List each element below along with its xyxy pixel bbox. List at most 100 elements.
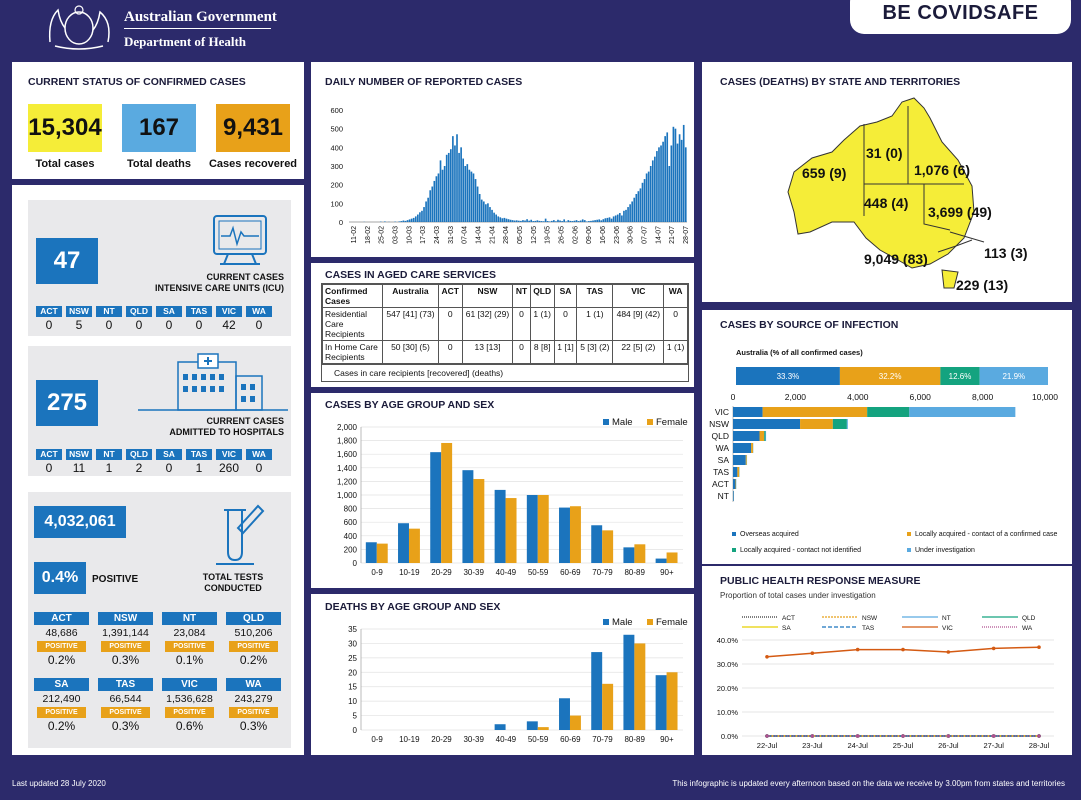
bar xyxy=(571,221,574,222)
phrm-panel: PUBLIC HEALTH RESPONSE MEASURE Proportio… xyxy=(702,566,1072,755)
x-tick-label: 0 xyxy=(731,392,736,402)
x-tick-label: 90+ xyxy=(660,735,674,744)
bar xyxy=(472,173,475,222)
bar xyxy=(678,134,681,222)
bar xyxy=(487,203,489,222)
y-tick-label: 10.0% xyxy=(717,708,739,717)
state-cell-wa: WA 0 xyxy=(246,306,272,333)
x-tick-label: 26-Jul xyxy=(938,741,959,750)
icu-value: 47 xyxy=(36,238,98,284)
bar xyxy=(423,207,425,222)
bar xyxy=(627,207,629,222)
aged-header: WA xyxy=(663,284,688,308)
bar xyxy=(522,220,524,222)
point-vic xyxy=(810,651,815,655)
bar xyxy=(478,194,481,222)
y-category-label: WA xyxy=(716,443,730,453)
legend-label: QLD xyxy=(1022,615,1036,622)
bar xyxy=(476,186,479,222)
bar xyxy=(491,209,493,222)
bar-female xyxy=(602,530,614,563)
bar-segment xyxy=(737,467,740,477)
tests-label1: TOTAL TESTS xyxy=(202,572,264,582)
bar xyxy=(645,173,648,222)
legend-swatch xyxy=(907,548,911,552)
bar xyxy=(592,220,594,222)
bar-male xyxy=(494,724,506,730)
australia-pct-label: 21.9% xyxy=(1002,372,1025,381)
bar xyxy=(433,180,436,222)
y-tick-label: 30.0% xyxy=(717,660,739,669)
x-tick-label: 28-07 xyxy=(683,226,690,244)
aged-cell: Residential Care Recipients xyxy=(322,307,383,341)
bar xyxy=(402,220,405,222)
x-tick-label: 28-04 xyxy=(503,226,510,244)
y-tick-label: 1,400 xyxy=(337,464,358,473)
bar xyxy=(485,204,487,222)
bar xyxy=(647,171,650,222)
bar-female xyxy=(666,552,678,563)
bar-segment xyxy=(733,479,736,489)
x-tick-label: 14-04 xyxy=(476,226,483,244)
status-panel: CURRENT STATUS OF CONFIRMED CASES 15,304… xyxy=(12,62,304,179)
x-tick-label: 11-02 xyxy=(351,226,358,243)
tests-state-tas: TAS 66,544 POSITIVE 0.3% xyxy=(98,678,153,735)
phrm-subtitle: Proportion of total cases under investig… xyxy=(720,591,876,600)
bar-male xyxy=(398,523,409,563)
state-cell-nsw: NSW 11 xyxy=(66,449,92,476)
x-tick-label: 70-79 xyxy=(592,735,613,744)
aged-cell: In Home Care Recipients xyxy=(322,340,383,364)
source-subtitle: Australia (% of all confirmed cases) xyxy=(736,348,863,357)
australia-pct-label: 33.3% xyxy=(777,372,800,381)
bar xyxy=(604,218,607,222)
icu-states: ACT 0 NSW 5 NT 0 QLD 0 SA 0 TAS 0 VIC 42 WA 0 xyxy=(36,306,272,333)
bar xyxy=(553,220,555,222)
x-tick-label: 28-Jul xyxy=(1029,741,1050,750)
x-tick-label: 2,000 xyxy=(785,392,807,402)
x-tick-label: 31-03 xyxy=(448,226,455,244)
bar xyxy=(400,221,403,222)
bar-female xyxy=(602,683,614,730)
bar xyxy=(445,154,448,222)
aged-cell: 0 xyxy=(512,307,531,341)
y-tick-label: 0 xyxy=(353,726,358,735)
aged-header: ACT xyxy=(437,284,463,308)
point-vic xyxy=(1037,645,1041,649)
bar xyxy=(579,220,582,222)
legend-label: Female xyxy=(656,617,688,628)
x-tick-label: 07-07 xyxy=(642,226,649,244)
bar xyxy=(550,220,553,222)
bar xyxy=(635,194,638,222)
x-tick-label: 10-03 xyxy=(406,226,413,244)
legend-label: WA xyxy=(1022,625,1033,632)
legend-swatch xyxy=(603,419,609,425)
bar xyxy=(470,171,473,222)
source-chart: 33.3% 32.2% 12.6% 21.9% 0 2,000 4,000 6,000 8,00… xyxy=(709,367,1058,554)
bar xyxy=(534,220,537,222)
state-cell-qld: QLD 0 xyxy=(126,306,152,333)
bar xyxy=(464,166,467,222)
status-title: CURRENT STATUS OF CONFIRMED CASES xyxy=(28,76,246,88)
y-tick-label: 1,200 xyxy=(337,477,358,486)
y-tick-label: 40.0% xyxy=(717,636,739,645)
bar xyxy=(563,219,566,222)
y-tick-label: 1,600 xyxy=(337,450,358,459)
state-cell-nt: NT 1 xyxy=(96,449,122,476)
bar-segment xyxy=(733,431,760,441)
hosp-section: 275 CURRENT CASES ADMITTED TO HOSPITALS … xyxy=(28,346,291,476)
x-tick-label: 0-9 xyxy=(371,568,383,577)
gov-line2: Department of Health xyxy=(124,34,247,49)
y-tick-label: 25 xyxy=(348,654,357,663)
bar-male xyxy=(623,634,635,730)
bar xyxy=(421,210,423,222)
bar-male xyxy=(623,547,635,563)
bar xyxy=(458,152,460,222)
bar xyxy=(573,220,576,222)
bar xyxy=(682,124,685,222)
x-tick-label: 30-39 xyxy=(463,568,484,577)
legend-swatch xyxy=(647,619,653,625)
x-tick-label: 40-49 xyxy=(496,735,517,744)
australia-segment xyxy=(839,367,941,385)
australia-segment xyxy=(940,367,980,385)
bar-segment xyxy=(765,431,767,441)
